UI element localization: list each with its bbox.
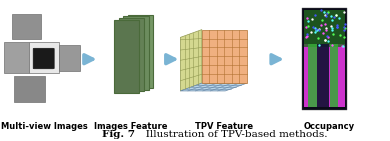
Polygon shape (180, 83, 246, 91)
Text: Images Feature: Images Feature (94, 122, 167, 131)
Text: Multi-view Images: Multi-view Images (2, 122, 88, 131)
Bar (128, 15, 154, 88)
Bar (14, 76, 45, 102)
Polygon shape (304, 10, 345, 47)
Polygon shape (304, 44, 345, 107)
Polygon shape (308, 44, 317, 107)
Bar (123, 16, 149, 90)
Bar (202, 30, 246, 83)
FancyBboxPatch shape (33, 48, 54, 69)
Bar (302, 8, 347, 110)
Bar (29, 42, 58, 73)
Text: Illustration of TPV-based methods.: Illustration of TPV-based methods. (136, 130, 328, 139)
Bar (12, 14, 41, 39)
Text: TPV Feature: TPV Feature (195, 122, 254, 131)
Bar (119, 18, 144, 91)
Bar (58, 45, 80, 70)
Bar (4, 42, 29, 73)
Polygon shape (317, 44, 329, 107)
Bar (114, 20, 139, 93)
Text: Occupancy: Occupancy (304, 122, 355, 131)
Text: Fig. 7: Fig. 7 (101, 130, 135, 139)
Polygon shape (330, 44, 338, 107)
Polygon shape (180, 30, 202, 91)
